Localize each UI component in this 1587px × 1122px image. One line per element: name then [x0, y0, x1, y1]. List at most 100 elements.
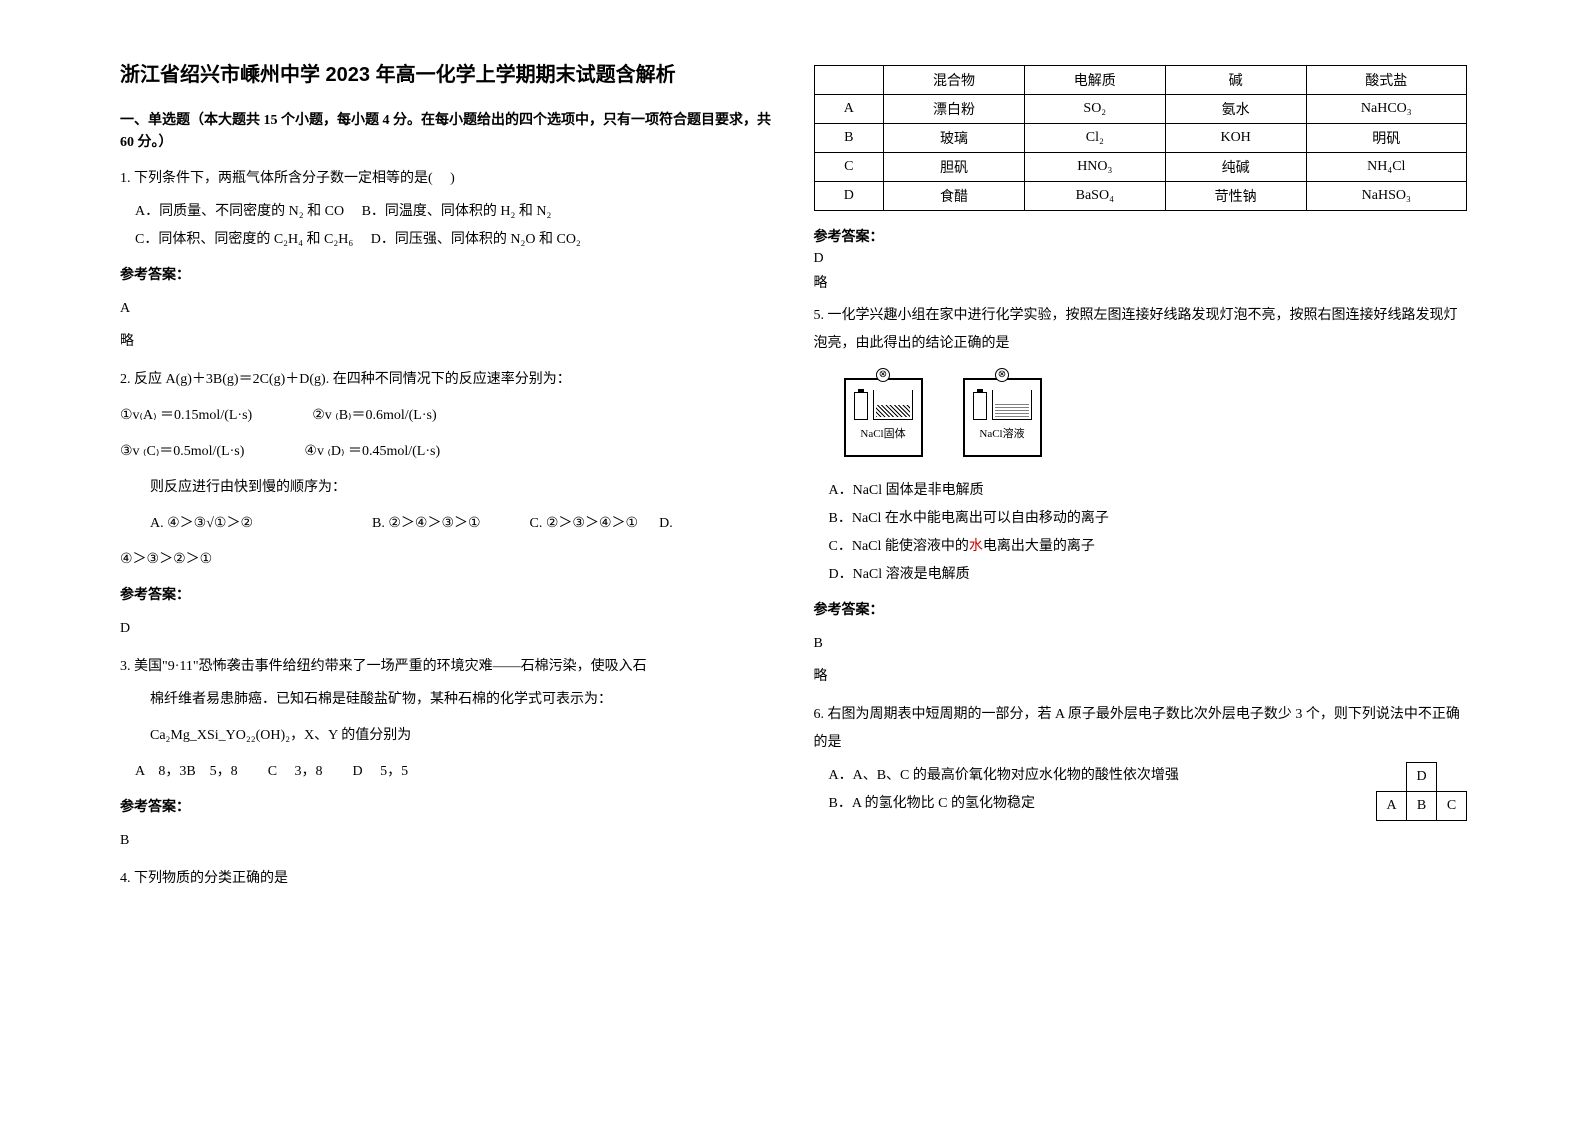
cell: NaHSO₃ — [1306, 182, 1466, 211]
question-3: 3. 美国"9·11"恐怖袭击事件给纽约带来了一场严重的环境灾难——石棉污染，使… — [120, 653, 774, 855]
q5-optD: D．NaCl 溶液是电解质 — [829, 561, 1468, 589]
cell: NH₄Cl — [1306, 153, 1466, 182]
solid-fill — [876, 405, 910, 417]
q5-optC-pre: C．NaCl 能使溶液中的 — [829, 539, 969, 554]
q2-answer: D — [120, 615, 774, 643]
q1-optC: C．同体积、同密度的 C₂H₄ 和 C₂H₆ — [135, 232, 353, 247]
grid-a: A — [1377, 792, 1407, 821]
q2-l1b: ②v ₍B₎＝0.6mol/(L·s) — [312, 402, 436, 430]
container-liquid — [992, 390, 1032, 420]
q1-options-2: C．同体积、同密度的 C₂H₄ 和 C₂H₆ D．同压强、同体积的 N₂O 和 … — [135, 226, 774, 254]
table-row: A 漂白粉 SO₂ 氨水 NaHCO₃ — [814, 95, 1467, 124]
q2-optD-rest: ④＞③＞②＞① — [120, 546, 774, 574]
q3-optD: D 5，5 — [353, 758, 409, 786]
cell: D — [814, 182, 884, 211]
apparatus-right — [973, 390, 1032, 420]
q3-text2: 棉纤维者易患肺癌．已知石棉是硅酸盐矿物，某种石棉的化学式可表示为： — [150, 686, 774, 714]
q3-answer: B — [120, 827, 774, 855]
cell: KOH — [1165, 124, 1306, 153]
cell: SO₂ — [1024, 95, 1165, 124]
question-2: 2. 反应 A(g)＋3B(g)＝2C(g)＋D(g). 在四种不同情况下的反应… — [120, 366, 774, 643]
question-1: 1. 下列条件下，两瓶气体所含分子数一定相等的是( ) A．同质量、不同密度的 … — [120, 165, 774, 356]
cell: B — [814, 124, 884, 153]
table-row: C 胆矾 HNO₃ 纯碱 NH₄Cl — [814, 153, 1467, 182]
cell: 纯碱 — [1165, 153, 1306, 182]
q6-optB: B．A 的氢化物比 C 的氢化物稳定 — [829, 790, 1468, 818]
th-1: 混合物 — [884, 66, 1025, 95]
q2-l1a: ①v₍A₎ ＝0.15mol/(L·s) — [120, 402, 252, 430]
q1-optA: A．同质量、不同密度的 N₂ 和 CO — [135, 204, 344, 219]
q5-text: 5. 一化学兴趣小组在家中进行化学实验，按照左图连接好线路发现灯泡不亮，按照右图… — [814, 302, 1468, 358]
q1-text: 1. 下列条件下，两瓶气体所含分子数一定相等的是( ) — [120, 165, 774, 193]
q1-options: A．同质量、不同密度的 N₂ 和 CO B．同温度、同体积的 H₂ 和 N₂ — [135, 198, 774, 226]
q3-options: A 8，3B 5，8 C 3，8 D 5，5 — [135, 758, 774, 786]
right-column: 混合物 电解质 碱 酸式盐 A 漂白粉 SO₂ 氨水 NaHCO₃ B 玻璃 C… — [794, 60, 1488, 1062]
cell: A — [814, 95, 884, 124]
grid-b: B — [1407, 792, 1437, 821]
cell: 氨水 — [1165, 95, 1306, 124]
cell: 食醋 — [884, 182, 1025, 211]
q4-answer-label: 参考答案： — [814, 226, 1468, 246]
section-header: 一、单选题（本大题共 15 个小题，每小题 4 分。在每小题给出的四个选项中，只… — [120, 110, 774, 155]
q5-omit: 略 — [814, 663, 1468, 691]
q5-optC-red: 水 — [969, 539, 983, 554]
cell: 苛性钠 — [1165, 182, 1306, 211]
grid-d: D — [1407, 763, 1437, 792]
th-0 — [814, 66, 884, 95]
q2-prompt: 则反应进行由快到慢的顺序为： — [150, 474, 774, 502]
th-4: 酸式盐 — [1306, 66, 1466, 95]
cell: 胆矾 — [884, 153, 1025, 182]
container-solid — [873, 390, 913, 420]
cell: Cl₂ — [1024, 124, 1165, 153]
q3-optA: A 8，3B 5，8 — [135, 758, 238, 786]
battery-icon — [973, 392, 987, 420]
page-title: 浙江省绍兴市嵊州中学 2023 年高一化学上学期期末试题含解析 — [120, 60, 774, 90]
cell: NaHCO₃ — [1306, 95, 1466, 124]
table-row: D 食醋 BaSO₄ 苛性钠 NaHSO₃ — [814, 182, 1467, 211]
circuit-left-label: NaCl固体 — [854, 423, 913, 445]
cell: 漂白粉 — [884, 95, 1025, 124]
q3-answer-label: 参考答案： — [120, 794, 774, 822]
left-column: 浙江省绍兴市嵊州中学 2023 年高一化学上学期期末试题含解析 一、单选题（本大… — [100, 60, 794, 1062]
q2-optC: C. ②＞③＞④＞① — [530, 516, 639, 531]
q5-answer-label: 参考答案： — [814, 597, 1468, 625]
table-row: B 玻璃 Cl₂ KOH 明矾 — [814, 124, 1467, 153]
blank-cell — [1437, 763, 1467, 792]
q3-formula: Ca₂Mg_XSi_YO₂₂(OH)₂，X、Y 的值分别为 — [150, 722, 774, 750]
q1-answer: A — [120, 295, 774, 323]
grid-c: C — [1437, 792, 1467, 821]
cell: C — [814, 153, 884, 182]
q2-line1: ①v₍A₎ ＝0.15mol/(L·s) ②v ₍B₎＝0.6mol/(L·s) — [120, 402, 774, 430]
q2-optB: B. ②＞④＞③＞① — [372, 516, 481, 531]
q5-optB: B．NaCl 在水中能电离出可以自由移动的离子 — [829, 505, 1468, 533]
q6-text: 6. 右图为周期表中短周期的一部分，若 A 原子最外层电子数比次外层电子数少 3… — [814, 701, 1468, 757]
th-2: 电解质 — [1024, 66, 1165, 95]
q6-optA: A．A、B、C 的最高价氧化物对应水化物的酸性依次增强 — [829, 762, 1468, 790]
q2-l2b: ④v ₍D₎ ＝0.45mol/(L·s) — [304, 438, 440, 466]
q2-l2a: ③v ₍C₎＝0.5mol/(L·s) — [120, 438, 244, 466]
apparatus-left — [854, 390, 913, 420]
q2-answer-label: 参考答案： — [120, 582, 774, 610]
bulb-icon: ⊗ — [995, 368, 1009, 382]
cell: 明矾 — [1306, 124, 1466, 153]
q4-answer: D — [814, 251, 1468, 267]
q5-optC: C．NaCl 能使溶液中的水电离出大量的离子 — [829, 533, 1468, 561]
q4-text: 4. 下列物质的分类正确的是 — [120, 865, 774, 893]
circuit-left: ⊗ NaCl固体 — [844, 378, 923, 457]
q4-table: 混合物 电解质 碱 酸式盐 A 漂白粉 SO₂ 氨水 NaHCO₃ B 玻璃 C… — [814, 65, 1468, 211]
q2-optD-prefix: D. — [659, 516, 673, 531]
th-3: 碱 — [1165, 66, 1306, 95]
cell: 玻璃 — [884, 124, 1025, 153]
q1-omit: 略 — [120, 328, 774, 356]
q2-line2: ③v ₍C₎＝0.5mol/(L·s) ④v ₍D₎ ＝0.45mol/(L·s… — [120, 438, 774, 466]
q2-optA: A. ④＞③√①＞② — [150, 516, 253, 531]
q2-options: A. ④＞③√①＞② B. ②＞④＞③＞① C. ②＞③＞④＞① D. — [120, 510, 774, 538]
q1-answer-label: 参考答案： — [120, 262, 774, 290]
question-5: 5. 一化学兴趣小组在家中进行化学实验，按照左图连接好线路发现灯泡不亮，按照右图… — [814, 302, 1468, 691]
circuit-right: ⊗ NaCl溶液 — [963, 378, 1042, 457]
cell: BaSO₄ — [1024, 182, 1165, 211]
q3-optC: C 3，8 — [268, 758, 323, 786]
q4-omit: 略 — [814, 272, 1468, 292]
question-4-intro: 4. 下列物质的分类正确的是 — [120, 865, 774, 893]
question-6: 6. 右图为周期表中短周期的一部分，若 A 原子最外层电子数比次外层电子数少 3… — [814, 701, 1468, 818]
